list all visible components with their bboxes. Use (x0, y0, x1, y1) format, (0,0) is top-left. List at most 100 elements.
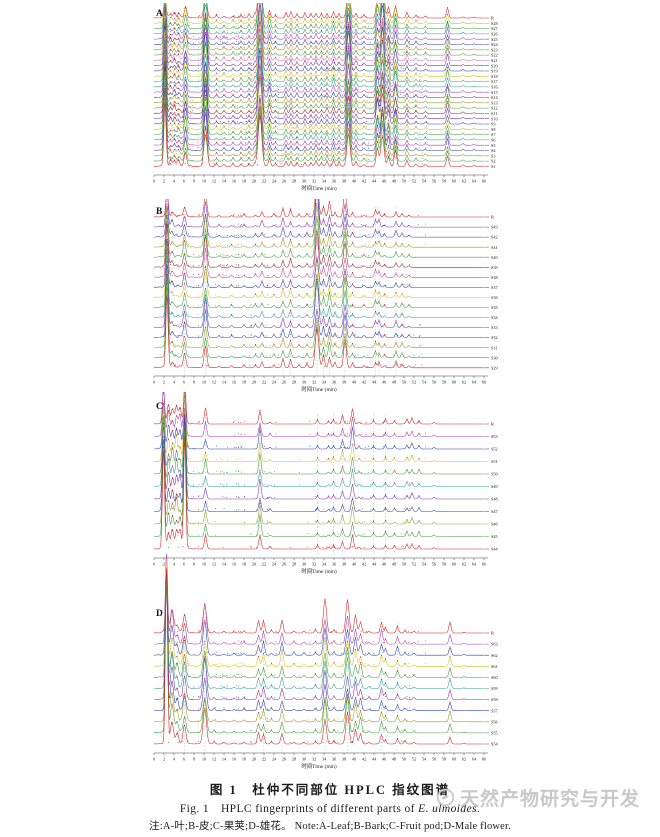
x-axis-ticks (153, 175, 485, 178)
hplc-chart-b: R S43 S42 S41 S40 S39 S38 S37 S36 S35 S34 S33 S32 S31… (153, 199, 499, 392)
trace-label: S58 (491, 697, 498, 702)
trace-label: S13 (491, 100, 498, 105)
figure-title-zh: 图 1 杜仲不同部位 HPLC 指纹图谱 (209, 783, 451, 797)
x-tick-label: 40 (352, 562, 356, 567)
trace-label: S60 (491, 675, 498, 680)
chromatogram-trace (153, 264, 489, 328)
chromatogram-trace (153, 246, 489, 298)
x-axis-title: 时间Time (min) (301, 184, 336, 192)
chromatogram-trace (153, 568, 489, 745)
x-tick-label: 12 (212, 380, 216, 385)
trace-label: S20 (491, 63, 498, 68)
x-axis-ticks (153, 376, 485, 379)
trace-speckles (174, 125, 427, 129)
x-tick-label: 62 (462, 179, 466, 184)
chromatogram-trace (153, 254, 489, 318)
chromatogram-trace (153, 392, 489, 437)
trace-speckles (180, 147, 426, 150)
chromatogram-trace (153, 239, 489, 288)
trace-speckles (169, 35, 411, 39)
trace-speckles (172, 718, 408, 721)
chromatogram-trace (153, 102, 489, 167)
x-tick-label: 48 (392, 757, 396, 762)
x-tick-label: 28 (292, 562, 296, 567)
chromatogram-trace (153, 427, 489, 525)
x-tick-label: 14 (222, 380, 227, 385)
x-tick-label: 50 (402, 380, 406, 385)
trace-label: S37 (491, 285, 499, 290)
chromatogram-trace (153, 88, 489, 146)
trace-label: S48 (491, 497, 498, 502)
x-tick-label: 52 (412, 562, 416, 567)
chromatogram-trace (153, 397, 489, 450)
trace-label: S16 (491, 85, 499, 90)
x-tick-label: 48 (392, 179, 396, 184)
x-tick-label: 8 (193, 757, 195, 762)
trace-label: S36 (491, 295, 499, 300)
chromatogram-trace (153, 581, 489, 711)
trace-label: S29 (491, 365, 498, 370)
x-tick-label: 22 (262, 757, 266, 762)
x-tick-label: 34 (322, 562, 327, 567)
x-tick-label: 46 (382, 757, 387, 762)
chromatogram-trace (153, 199, 489, 218)
x-tick-label: 0 (153, 179, 155, 184)
x-tick-label: 20 (252, 562, 256, 567)
x-tick-label: 42 (362, 757, 366, 762)
x-tick-label: 24 (272, 179, 277, 184)
x-tick-label: 40 (352, 757, 356, 762)
x-tick-label: 56 (432, 757, 437, 762)
x-tick-label: 46 (382, 562, 387, 567)
x-tick-label: 26 (282, 757, 287, 762)
x-tick-label: 58 (442, 757, 446, 762)
chromatogram-trace (154, 3, 489, 40)
x-tick-label: 46 (382, 380, 387, 385)
x-tick-label: 40 (352, 179, 356, 184)
trace-label: S32 (491, 335, 498, 340)
x-tick-label: 54 (422, 179, 427, 184)
trace-label: S59 (491, 686, 498, 691)
x-tick-label: 64 (472, 179, 477, 184)
x-tick-label: 40 (352, 380, 356, 385)
trace-speckles (167, 324, 421, 327)
x-tick-label: 32 (312, 380, 316, 385)
trace-speckles (177, 223, 426, 227)
x-tick-label: 30 (302, 757, 306, 762)
trace-label: S26 (491, 32, 499, 37)
x-axis-title: 时间Time (min) (301, 762, 336, 770)
x-tick-label: 60 (452, 179, 456, 184)
trace-label: S6 (491, 138, 496, 143)
trace-label: R (491, 631, 494, 636)
chromatogram-trace (153, 576, 489, 656)
chromatogram-trace (153, 275, 489, 348)
chromatogram-trace (153, 15, 489, 56)
trace-speckles (174, 83, 423, 86)
trace-label: S41 (491, 245, 498, 250)
x-tick-label: 12 (212, 179, 216, 184)
trace-label: S56 (491, 719, 499, 724)
trace-label: S19 (491, 69, 498, 74)
x-axis-title: 时间Time (min) (301, 385, 336, 392)
chromatogram-trace (153, 199, 489, 238)
x-tick-label: 4 (173, 562, 176, 567)
trace-label: R (491, 16, 494, 21)
chromatogram-trace (153, 74, 489, 135)
trace-label: S27 (491, 26, 499, 31)
x-tick-label: 38 (342, 757, 346, 762)
panel-c: R S53 S52 S51 S50 S49 S48 S47 S46 S45 S44 0 2 4 6 8 10 12… (142, 392, 522, 585)
x-tick-label: 50 (402, 562, 406, 567)
trace-speckles (169, 243, 426, 247)
chromatogram-trace (153, 72, 489, 130)
trace-label: S18 (491, 74, 498, 79)
trace-label: S44 (491, 547, 499, 552)
trace-label: S52 (491, 447, 498, 452)
x-tick-label: 18 (242, 757, 246, 762)
trace-label: S54 (491, 742, 499, 747)
watermark-logo-icon (436, 788, 455, 807)
x-tick-label: 38 (342, 562, 346, 567)
trace-label: S34 (491, 315, 499, 320)
trace-label: S63 (491, 642, 498, 647)
x-tick-label: 60 (452, 562, 456, 567)
x-tick-label: 10 (202, 562, 206, 567)
x-tick-label: 48 (392, 562, 396, 567)
